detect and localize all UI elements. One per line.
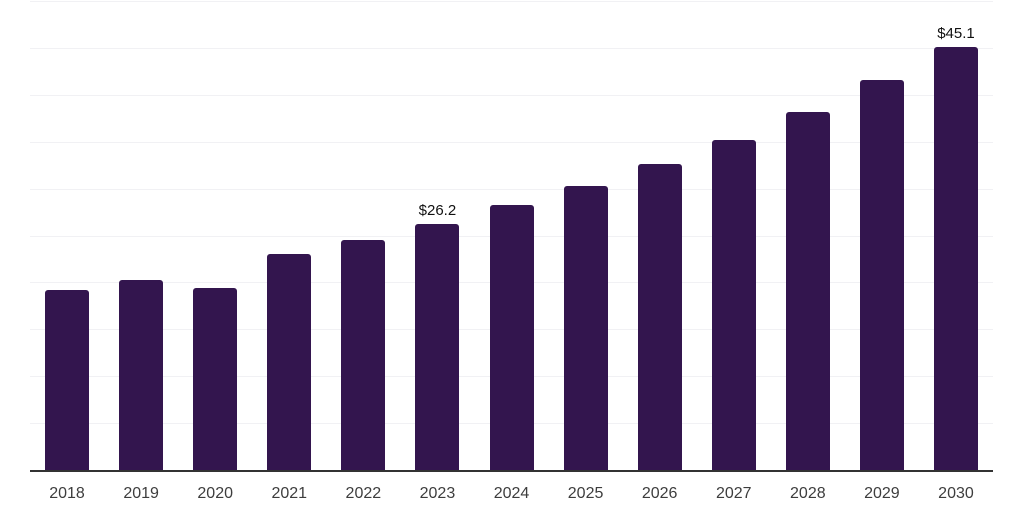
gridline-50 <box>30 0 993 2</box>
bars-layer: $26.2 $45.1 <box>30 0 993 470</box>
gridline-30 <box>30 188 993 190</box>
bar-slot-2024 <box>474 0 548 470</box>
bar-slot-2018 <box>30 0 104 470</box>
gridline-45 <box>30 47 993 49</box>
x-tick-label-2025: 2025 <box>567 485 604 502</box>
x-tick-label-2029: 2029 <box>864 485 900 502</box>
x-tick-label-2027: 2027 <box>715 485 752 502</box>
x-tick-label-2020: 2020 <box>197 485 233 502</box>
x-tick-label-2019: 2019 <box>123 485 159 502</box>
gridline-35 <box>30 141 993 143</box>
bar-2027 <box>711 139 756 470</box>
bar-slot-2028 <box>771 0 845 470</box>
bar-slot-2021 <box>252 0 326 470</box>
bar-2030 <box>933 46 978 470</box>
bar-2025 <box>563 185 608 470</box>
bar-2028 <box>785 111 830 470</box>
bar-2023 <box>415 224 460 470</box>
bar-slot-2026 <box>623 0 697 470</box>
x-tick-label-2030: 2030 <box>938 485 974 502</box>
bar-slot-2022 <box>326 0 400 470</box>
x-axis-tick-labels: 2018 2019 2020 2021 2022 2023 2024 2025 2026 2027… <box>30 484 993 503</box>
bar-2019 <box>119 279 164 470</box>
bar-slot-2030: $45.1 <box>919 0 993 470</box>
bar-slot-2025 <box>549 0 623 470</box>
bar-slot-2023: $26.2 <box>400 0 474 470</box>
x-tick-label-2023: 2023 <box>419 485 456 502</box>
bar-slot-2020 <box>178 0 252 470</box>
x-tick-label-2028: 2028 <box>790 485 826 502</box>
bar-2029 <box>859 79 904 470</box>
bar-2020 <box>193 288 238 470</box>
bar-value-label-2023: $26.2 <box>418 202 457 220</box>
bar-slot-2019 <box>104 0 178 470</box>
bar-2024 <box>489 205 534 470</box>
x-tick-label-2024: 2024 <box>493 485 530 502</box>
x-axis-line <box>30 470 993 472</box>
bar-2018 <box>45 289 90 470</box>
gridline-40 <box>30 94 993 96</box>
bar-slot-2029 <box>845 0 919 470</box>
x-tick-label-2026: 2026 <box>641 485 678 502</box>
x-tick-label-2022: 2022 <box>345 485 382 502</box>
bar-slot-2027 <box>697 0 771 470</box>
bar-value-label-2030: $45.1 <box>937 24 975 42</box>
x-tick-label-2021: 2021 <box>271 485 308 502</box>
bar-2022 <box>341 240 386 470</box>
bar-2021 <box>267 254 312 470</box>
bar-2026 <box>637 164 682 470</box>
x-tick-label-2018: 2018 <box>49 485 85 502</box>
